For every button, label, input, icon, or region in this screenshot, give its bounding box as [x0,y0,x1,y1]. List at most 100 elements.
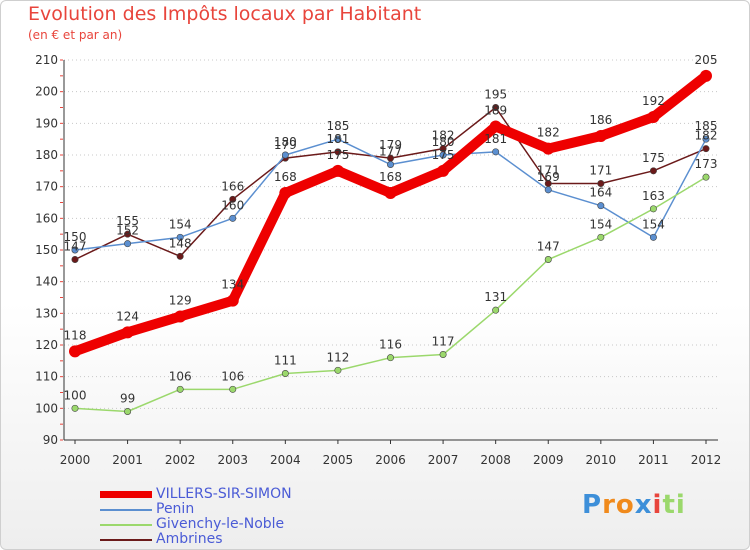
logo-letter: o [615,490,635,520]
data-label-givenchy-le-noble-2001: 99 [120,392,135,406]
data-label-villers-sir-simon-2002: 129 [169,294,192,308]
y-tick-label-200: 200 [35,85,58,99]
point-villers-sir-simon-2010 [594,130,607,142]
point-villers-sir-simon-2012 [700,69,712,82]
data-label-ambrines-2004: 179 [274,138,297,152]
data-label-ambrines-2012: 182 [695,129,718,143]
point-penin-2005 [334,135,342,143]
data-label-givenchy-le-noble-2012: 173 [695,157,718,171]
point-villers-sir-simon-2008 [489,120,502,133]
data-label-villers-sir-simon-2010: 186 [589,113,612,127]
data-label-ambrines-2003: 166 [221,179,244,193]
data-label-ambrines-2006: 179 [379,138,402,152]
data-label-penin-2008: 181 [484,132,507,146]
point-givenchy-le-noble-2009 [544,255,552,263]
point-penin-2010 [597,202,605,210]
data-label-ambrines-2007: 182 [432,129,455,143]
x-tick-label-2004: 2004 [270,453,301,467]
point-ambrines-2005 [334,148,342,156]
y-tick-label-130: 130 [35,306,58,320]
point-givenchy-le-noble-2007 [439,350,447,358]
point-givenchy-le-noble-2004 [281,369,289,377]
legend-swatch-villers [100,491,152,498]
data-label-penin-2002: 154 [169,217,192,231]
data-label-ambrines-2009: 171 [537,164,560,178]
data-label-givenchy-le-noble-2009: 147 [537,240,560,254]
point-ambrines-2008 [492,104,500,112]
point-penin-2008 [492,148,500,156]
point-villers-sir-simon-2004 [279,187,292,199]
x-tick-label-2011: 2011 [638,453,669,467]
x-tick-label-2008: 2008 [480,453,511,467]
data-label-givenchy-le-noble-2005: 112 [326,350,349,364]
point-ambrines-2012 [702,145,710,153]
data-label-penin-2010: 164 [589,186,612,200]
data-label-villers-sir-simon-2011: 192 [642,94,665,108]
logo-letter: i [652,490,663,520]
data-label-penin-2005: 185 [326,119,349,133]
data-label-villers-sir-simon-2000: 118 [64,328,87,342]
data-label-villers-sir-simon-2009: 182 [537,126,560,140]
point-givenchy-le-noble-2002 [176,385,184,393]
point-penin-2004 [281,151,289,159]
point-villers-sir-simon-2007 [437,164,450,177]
x-tick-label-2000: 2000 [60,453,91,467]
x-tick-label-2007: 2007 [428,453,459,467]
legend-swatch-givenchy [100,524,152,526]
point-givenchy-le-noble-2012 [702,173,710,181]
data-label-penin-2011: 154 [642,217,665,231]
data-label-villers-sir-simon-2003: 134 [221,278,244,292]
data-label-givenchy-le-noble-2002: 106 [169,369,192,383]
x-tick-label-2010: 2010 [586,453,617,467]
legend-swatch-ambrines [100,539,152,541]
logo-letter: x [634,490,653,520]
point-givenchy-le-noble-2010 [597,233,605,241]
y-tick-label-180: 180 [35,148,58,162]
y-tick-label-160: 160 [35,211,58,225]
data-label-ambrines-2011: 175 [642,151,665,165]
point-givenchy-le-noble-2001 [124,407,132,415]
x-tick-label-2003: 2003 [217,453,248,467]
point-givenchy-le-noble-2008 [492,306,500,314]
data-label-villers-sir-simon-2001: 124 [116,309,139,323]
y-tick-label-170: 170 [35,180,58,194]
data-label-givenchy-le-noble-2007: 117 [432,335,455,349]
data-label-villers-sir-simon-2005: 175 [326,148,349,162]
data-label-penin-2012: 185 [695,119,718,133]
data-label-penin-2001: 152 [116,224,139,238]
y-tick-label-110: 110 [35,370,58,384]
data-label-penin-2003: 160 [221,198,244,212]
data-label-givenchy-le-noble-2008: 131 [484,290,507,304]
logo-letter: i [675,490,686,520]
point-ambrines-2003 [229,195,237,203]
point-penin-2003 [229,214,237,222]
data-label-penin-2006: 177 [379,145,402,159]
point-villers-sir-simon-2001 [121,326,134,339]
point-ambrines-2001 [124,230,132,238]
axes: 90 100 110 120 130 140 150 160 170 180 190 200 210 20… [35,53,721,467]
y-tick-label-190: 190 [35,116,58,130]
point-penin-2011 [649,233,657,241]
data-label-givenchy-le-noble-2003: 106 [221,369,244,383]
point-villers-sir-simon-2011 [647,111,660,123]
point-givenchy-le-noble-2005 [334,366,342,374]
data-label-givenchy-le-noble-2006: 116 [379,338,402,352]
point-givenchy-le-noble-2011 [649,205,657,213]
legend-label-givenchy: Givenchy-le-Noble [156,516,285,532]
data-label-givenchy-le-noble-2011: 163 [642,189,665,203]
x-tick-label-2012: 2012 [691,453,722,467]
point-villers-sir-simon-2006 [384,187,397,199]
point-ambrines-2010 [597,180,605,188]
y-tick-label-100: 100 [35,401,58,415]
data-label-penin-2004: 180 [274,135,297,149]
data-label-ambrines-2008: 195 [484,88,507,102]
legend-swatch-penin [100,509,152,511]
point-penin-2009 [544,186,552,194]
point-givenchy-le-noble-2006 [386,354,394,362]
point-penin-2007 [439,151,447,159]
point-penin-2000 [71,246,79,254]
x-tick-label-2005: 2005 [323,453,354,467]
data-label-ambrines-2002: 148 [169,236,192,250]
